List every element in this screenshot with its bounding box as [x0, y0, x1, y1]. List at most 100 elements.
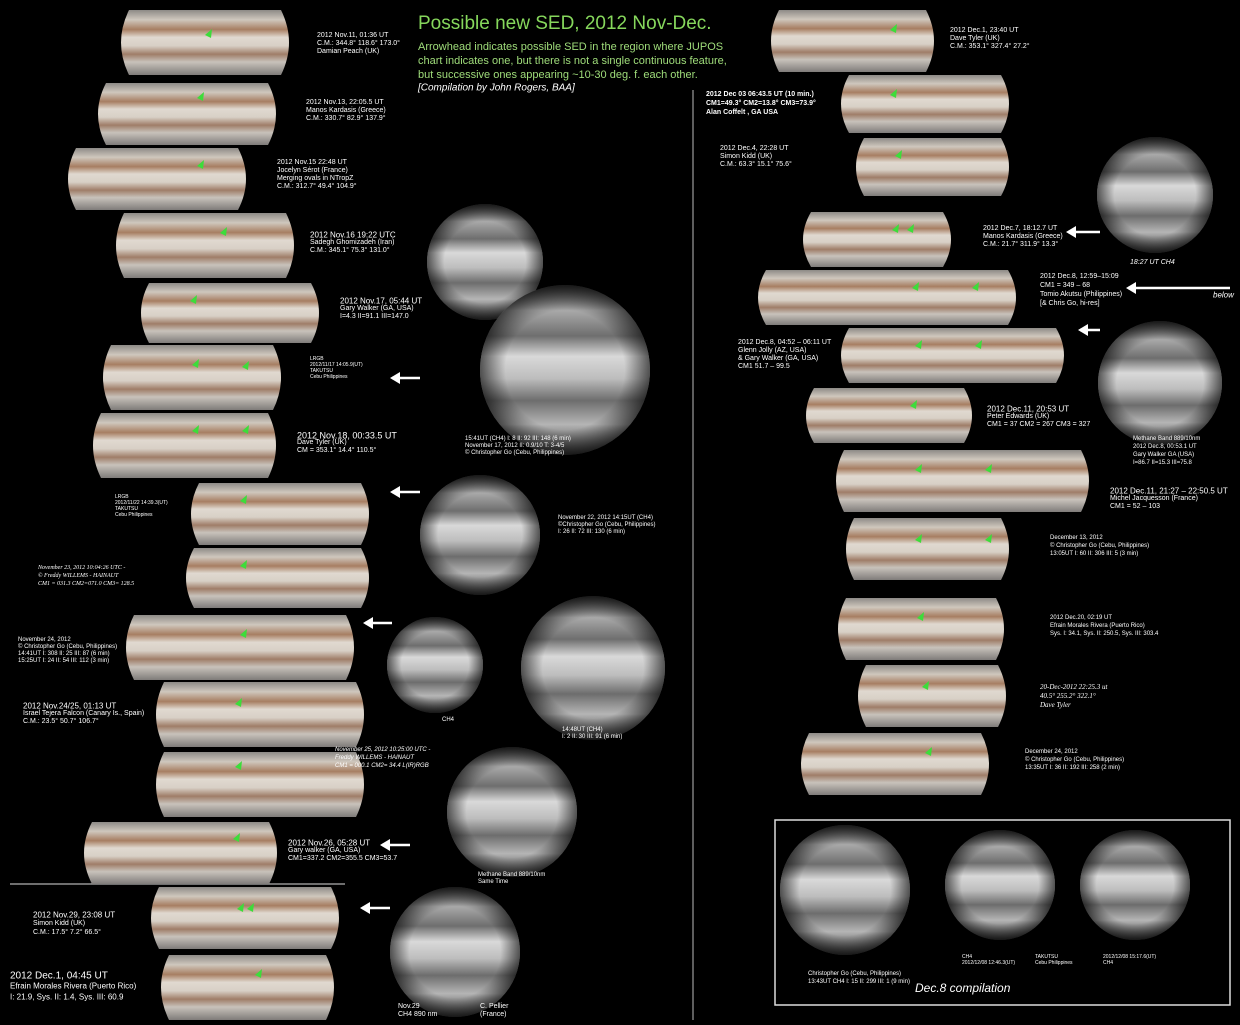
caption: CH4: [1103, 960, 1113, 966]
disk-limb: [1097, 137, 1213, 253]
caption: Sys. I: 34.1, Sys. II: 250.5, Sys. III: …: [1050, 631, 1159, 637]
jupiter-strip: [771, 10, 934, 72]
caption: C.M.: 21.7° 311.9° 13.3°: [983, 240, 1058, 248]
disk-limb: [447, 747, 577, 877]
caption: below: [1213, 291, 1235, 300]
disk-limb: [427, 204, 543, 320]
jupiter-strip: [801, 733, 989, 795]
arrowhead: [205, 29, 212, 38]
arrowhead: [985, 464, 992, 473]
jupiter-strip: [841, 75, 1009, 133]
caption: Gary Walker GA (USA): [1133, 452, 1194, 458]
disk-limb: [945, 830, 1055, 940]
arrowhead: [242, 425, 249, 434]
caption: November 17, 2012 II: 0.9/10 T: 3-4/5: [465, 443, 565, 449]
pointer-arrow-head: [360, 902, 370, 914]
disk-limb: [390, 887, 520, 1017]
arrowhead: [925, 747, 932, 756]
caption: 2012/11/22 14:39.3(UT): [115, 500, 168, 506]
caption: CM1 = 52 – 103: [1110, 503, 1160, 510]
jupiter-strip: [156, 682, 364, 747]
jupiter-strip: [103, 345, 281, 410]
jupiter-strip: [186, 548, 369, 608]
jupiter-strip: [116, 213, 294, 278]
caption: 2012 Nov.24/25, 01:13 UT: [23, 702, 116, 711]
arrowhead: [895, 150, 902, 159]
compilation-box: [774, 819, 1231, 1006]
caption: 2012 Nov.26, 05:28 UT: [288, 839, 370, 848]
arrowhead: [892, 224, 899, 233]
arrowhead: [907, 224, 914, 233]
arrowhead: [240, 629, 247, 638]
caption: Peter Edwards (UK): [987, 413, 1049, 420]
jupiter-strip: [191, 483, 369, 545]
caption: Dave Tyler (UK): [950, 35, 1000, 42]
caption: ©Christopher Go (Cebu, Philippines): [558, 521, 655, 528]
caption: Same Time: [478, 879, 509, 885]
caption: November 25, 2012 10:25:00 UTC -: [335, 747, 430, 753]
caption: 2012 Nov.13, 22:05.5 UT: [306, 99, 384, 106]
caption: [& Chris Go, hi-res]: [1040, 300, 1100, 307]
compilation-label: Dec.8 compilation: [915, 981, 1011, 995]
arrowhead: [912, 282, 919, 291]
caption: 2012 Nov.11, 01:36 UT: [317, 32, 389, 39]
caption: Merging ovals in NTropZ: [277, 175, 354, 182]
caption: 18:27 UT CH4: [1130, 259, 1175, 266]
arrowhead: [915, 534, 922, 543]
caption: (France): [480, 1011, 506, 1018]
caption: November 23, 2012 10:04:26 UTC -: [37, 564, 125, 571]
pointer-arrow-head: [1066, 226, 1076, 238]
caption: C.M.: 353.1° 327.4° 27.2°: [950, 42, 1030, 50]
caption: 2012 Dec.8, 04:52 – 06:11 UT: [738, 339, 832, 346]
caption: November 22, 2012 14:15UT (CH4): [558, 515, 653, 521]
caption: CH4: [442, 717, 455, 723]
arrowhead: [192, 425, 199, 434]
jupiter-strip: [803, 212, 951, 267]
caption: 15:25UT I: 24 II: 54 III: 112 (3 min): [18, 658, 109, 664]
caption: TAKUTSU: [115, 506, 138, 512]
pointer-arrow-head: [390, 486, 400, 498]
caption: I=4.3 II=91.1 III=147.0: [340, 313, 409, 320]
caption: 2012 Dec.11, 20:53 UT: [987, 405, 1069, 414]
caption: © Christopher Go (Cebu, Philippines): [18, 643, 117, 650]
caption: 2012/12/08 12:46.3(UT): [962, 960, 1015, 966]
caption: CM1 = 000.1 CM2= 34.4 L(IR)RGB: [335, 763, 429, 769]
jupiter-strip: [841, 328, 1064, 383]
caption: 2012 Dec.11, 21:27 – 22:50.5 UT: [1110, 487, 1228, 496]
arrowhead: [197, 160, 204, 169]
caption: Efrain Morales Rivera (Puerto Rico): [1050, 623, 1145, 629]
caption: 2012/11/17 14:05.9(UT): [310, 362, 363, 368]
caption: LRGB: [310, 356, 324, 362]
caption: © Freddy WILLEMS - HAINAUT: [38, 572, 119, 579]
caption: 2012 Nov.18, 00:33.5 UT: [297, 430, 397, 440]
caption: Damian Peach (UK): [317, 48, 379, 55]
arrowhead: [975, 340, 982, 349]
caption: C.M.: 63.3° 15.1° 75.6°: [720, 160, 792, 168]
jupiter-strip: [856, 138, 1009, 196]
arrowhead: [255, 969, 262, 978]
caption: Simon Kidd (UK): [33, 920, 85, 927]
description: chart indicates one, but there is not a …: [418, 55, 727, 67]
caption: 2012 Dec.20, 02:19 UT: [1050, 615, 1112, 621]
caption: 15:41UT (CH4) I: 8 II: 92 III: 148 (6 mi…: [465, 436, 571, 442]
caption: 14:48UT (CH4): [562, 727, 603, 733]
pointer-arrow-head: [363, 617, 373, 629]
caption: CH4 890 nm: [398, 1011, 437, 1018]
disk-limb: [420, 475, 540, 595]
caption: December 24, 2012: [1025, 749, 1078, 755]
caption: Sadegh Ghomizadeh (Iran): [310, 239, 394, 246]
caption: 2012 Dec.8, 12:59–15:09: [1040, 273, 1119, 280]
jupiter-strip: [758, 270, 1016, 325]
caption: Cebu Philippines: [115, 512, 153, 518]
arrowhead: [240, 495, 247, 504]
caption: CM1 = 37 CM2 = 267 CM3 = 327: [987, 421, 1090, 428]
arrowhead: [985, 534, 992, 543]
caption: 2012/12/08 15:17.6(UT): [1103, 954, 1156, 960]
title: Possible new SED, 2012 Nov-Dec.: [418, 13, 712, 34]
arrowhead: [233, 833, 240, 842]
caption: 2012 Dec.8, 00:53.1 UT: [1133, 444, 1197, 450]
caption: Jocelyn Sérot (France): [277, 167, 348, 174]
caption: LRGB: [115, 494, 129, 500]
disk-limb: [780, 825, 910, 955]
caption: Methane Band 889/10nm: [1133, 436, 1200, 442]
